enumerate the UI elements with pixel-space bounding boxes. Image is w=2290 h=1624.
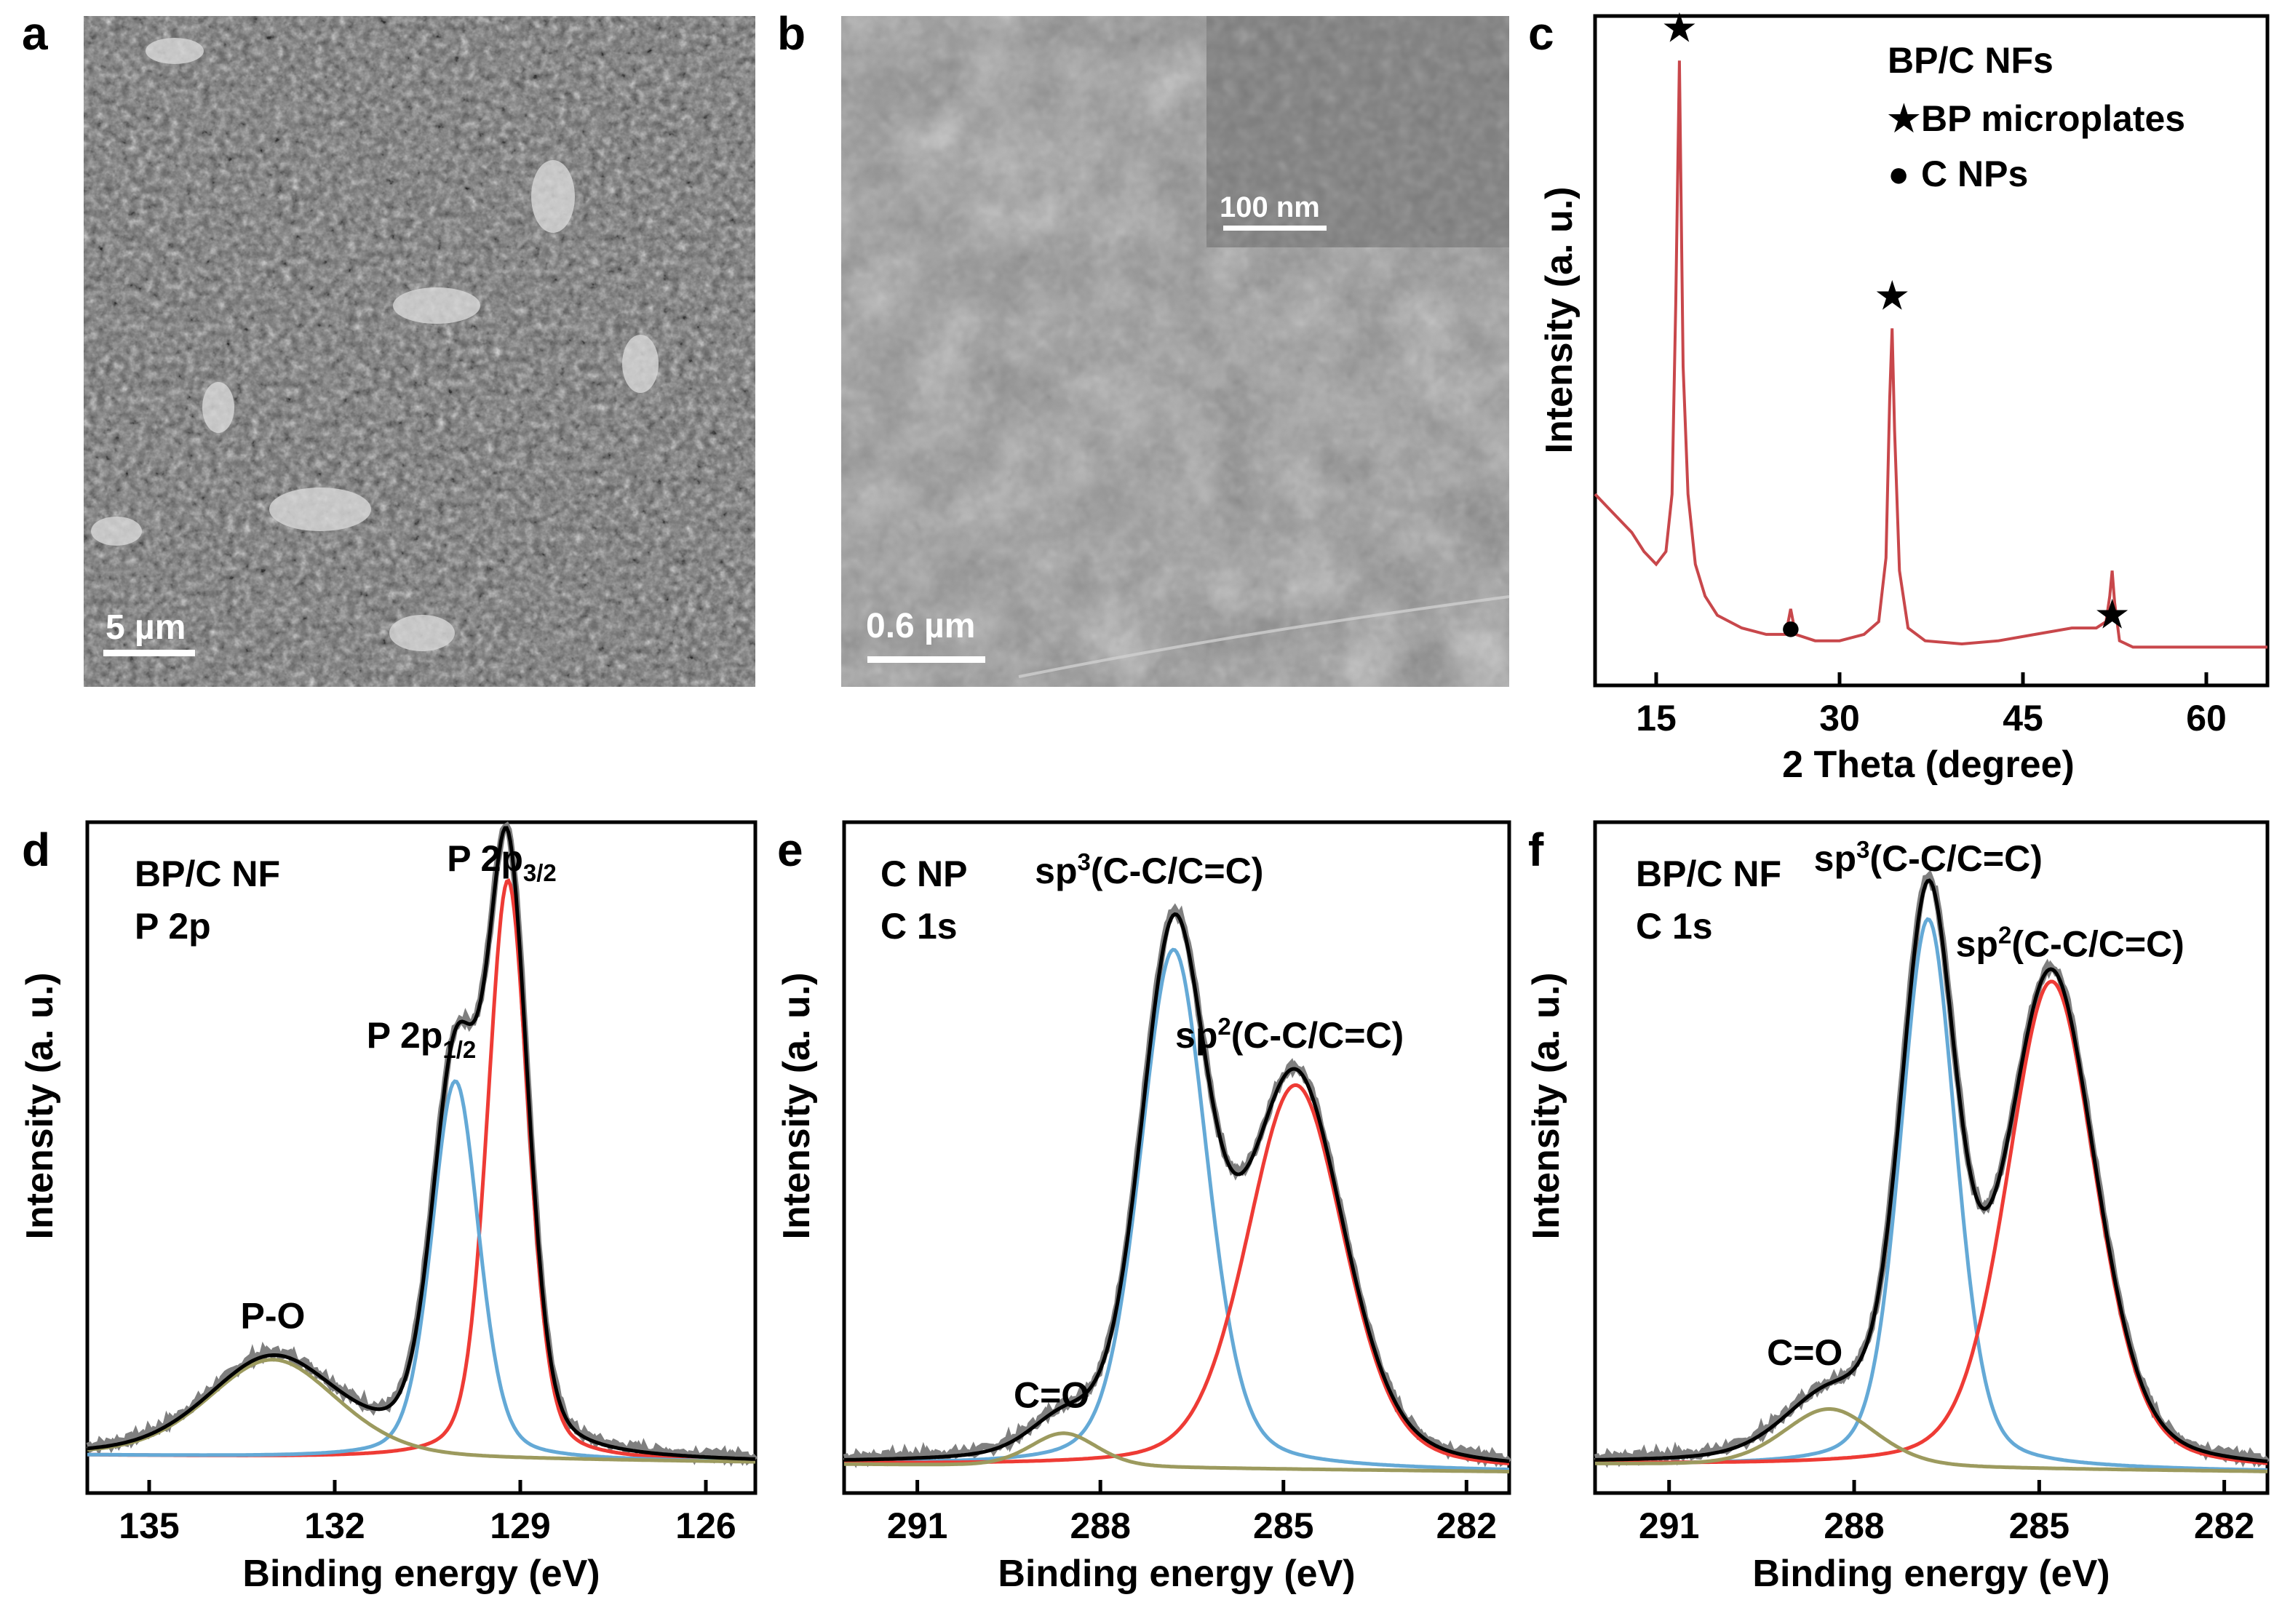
fit-curves-f xyxy=(1594,869,2270,1473)
peak-markers-c: ★ ● ★ ★ xyxy=(1663,7,2129,648)
legend-star-label: BP microplates xyxy=(1921,98,2185,139)
xrd-chart: 15 30 45 60 ★ ● ★ ★ 2 Theta (degree) Intensity… xyxy=(1538,7,2270,786)
xps-d-x-tick-label: 126 xyxy=(675,1505,736,1546)
x-axis-label-e: Binding energy (eV) xyxy=(998,1553,1355,1595)
fit-component-p-2p3-2 xyxy=(87,878,756,1463)
peak-annotation: sp3(C-C/C=C) xyxy=(1035,848,1263,891)
peak-annotations-d: P 2p3/2 P 2p1/2 P-O xyxy=(241,838,557,1337)
panel-letter-d: d xyxy=(22,824,50,876)
peak-annotation: C=O xyxy=(1767,1332,1842,1373)
sample-label-d-2: P 2p xyxy=(135,906,211,947)
fit-component-sp2-c-c-c-c- xyxy=(844,1083,1510,1466)
x-axis-label-d: Binding energy (eV) xyxy=(242,1553,600,1595)
peak-annotation: sp3(C-C/C=C) xyxy=(1814,836,2043,879)
x-tick-group-c: 15 30 45 60 xyxy=(1636,672,2227,739)
bright-particle-clusters xyxy=(91,38,659,651)
xps-chart-c1s-bpc: 291 288 285 282 sp3(C-C/C=C) sp2(C-C/C=C) C=O… xyxy=(1525,820,2270,1595)
fit-envelope xyxy=(844,912,1510,1463)
fit-curves-d xyxy=(86,821,758,1468)
y-axis-label-e: Intensity (a. u.) xyxy=(776,973,818,1240)
legend-star-symbol: ★ xyxy=(1888,98,1920,139)
sample-label-e-1: C NP xyxy=(880,853,967,894)
xps-chart-c1s-cnp: 291 288 285 282 sp3(C-C/C=C) sp2(C-C/C=C) C=O… xyxy=(776,820,1512,1595)
xrd-series-line xyxy=(1594,60,2267,649)
x-axis-label-c: 2 Theta (degree) xyxy=(1782,744,2075,786)
peak-annotations-e: sp3(C-C/C=C) sp2(C-C/C=C) C=O xyxy=(1014,848,1404,1416)
x-tick-group-e: 291 288 285 282 xyxy=(887,1480,1497,1546)
peak-annotation: C=O xyxy=(1014,1375,1089,1416)
peak-marker: ★ xyxy=(2096,594,2128,634)
peak-annotation: P 2p3/2 xyxy=(447,838,557,886)
peak-annotation: sp2(C-C/C=C) xyxy=(1956,921,2184,964)
sample-label-e-2: C 1s xyxy=(880,906,958,947)
fit-component-c-o xyxy=(844,1431,1510,1474)
fit-curves-e xyxy=(843,903,1512,1474)
x-tick-group-d: 135 132 129 126 xyxy=(119,1480,736,1546)
xps-d-x-tick-label: 132 xyxy=(304,1505,365,1546)
fit-envelope xyxy=(87,826,756,1461)
xps-f-x-tick-label: 282 xyxy=(2194,1505,2254,1546)
xps-e-x-tick-label: 282 xyxy=(1436,1505,1497,1546)
xps-e-x-tick-label: 288 xyxy=(1070,1505,1130,1546)
panel-letter-f: f xyxy=(1528,824,1544,876)
scale-bar-b xyxy=(867,656,985,663)
plot-frame-c xyxy=(1593,14,2270,688)
fit-component-p-o xyxy=(87,1358,756,1464)
y-axis-label-c: Intensity (a. u.) xyxy=(1538,187,1581,454)
peak-annotation: P-O xyxy=(241,1296,306,1337)
panel-letter-a: a xyxy=(22,7,48,60)
sample-label-f-2: C 1s xyxy=(1636,906,1713,947)
legend-dot-symbol: ● xyxy=(1888,154,1909,194)
peak-marker: ● xyxy=(1780,607,1802,648)
peak-marker: ★ xyxy=(1663,7,1696,48)
fit-component-sp2-c-c-c-c- xyxy=(1595,979,2268,1465)
xrd-x-tick-label: 45 xyxy=(2003,698,2043,739)
scale-label-b: 0.6 µm xyxy=(866,607,975,645)
legend-c: BP/C NFs ★ BP microplates ● C NPs xyxy=(1888,40,2185,194)
xps-f-x-tick-label: 285 xyxy=(2009,1505,2070,1546)
sem-image-a: 5 µm xyxy=(84,16,755,687)
fit-component-c-o xyxy=(1595,1407,2267,1473)
xps-f-x-tick-label: 288 xyxy=(1824,1505,1884,1546)
plot-frame-f xyxy=(1593,820,2270,1495)
xps-e-x-tick-label: 291 xyxy=(887,1505,947,1546)
plot-frame-d xyxy=(85,820,758,1495)
xrd-x-tick-label: 60 xyxy=(2186,698,2227,739)
panel-letter-c: c xyxy=(1528,7,1554,60)
sample-label-d-1: BP/C NF xyxy=(135,853,280,894)
legend-title: BP/C NFs xyxy=(1888,40,2054,81)
sample-label-f-1: BP/C NF xyxy=(1636,853,1781,894)
scale-label-a: 5 µm xyxy=(106,608,186,647)
panel-letter-b: b xyxy=(777,7,806,60)
peak-annotations-f: sp3(C-C/C=C) sp2(C-C/C=C) C=O xyxy=(1767,836,2184,1373)
inset-scale-label: 100 nm xyxy=(1220,191,1320,223)
panel-letter-e: e xyxy=(777,824,803,876)
raw-spectrum xyxy=(843,903,1512,1468)
xps-chart-p2p: 135 132 129 126 P 2p3/2 P 2p1/2 P-O BP/C NF P… xyxy=(19,820,758,1595)
y-axis-label-f: Intensity (a. u.) xyxy=(1525,973,1567,1240)
fit-envelope xyxy=(1595,878,2268,1464)
peak-annotation: P 2p1/2 xyxy=(367,1015,477,1063)
scale-bar-a xyxy=(103,650,195,656)
plot-frame-e xyxy=(842,820,1511,1495)
xps-d-x-tick-label: 129 xyxy=(490,1505,550,1546)
xrd-x-tick-label: 30 xyxy=(1819,698,1860,739)
inset-scale-bar xyxy=(1223,226,1327,231)
y-axis-label-d: Intensity (a. u.) xyxy=(19,973,61,1240)
xps-e-x-tick-label: 285 xyxy=(1253,1505,1313,1546)
x-tick-group-f: 291 288 285 282 xyxy=(1639,1480,2254,1546)
xps-d-x-tick-label: 135 xyxy=(119,1505,179,1546)
peak-annotation: sp2(C-C/C=C) xyxy=(1175,1013,1404,1056)
xrd-x-tick-label: 15 xyxy=(1636,698,1677,739)
legend-dot-label: C NPs xyxy=(1921,154,2028,194)
sem-image-b: 100 nm 0.6 µm xyxy=(841,16,1510,687)
fit-component-sp3-c-c-c-c- xyxy=(1595,917,2267,1472)
peak-marker: ★ xyxy=(1876,275,1909,316)
xps-f-x-tick-label: 291 xyxy=(1639,1505,1699,1546)
x-axis-label-f: Binding energy (eV) xyxy=(1752,1553,2110,1595)
